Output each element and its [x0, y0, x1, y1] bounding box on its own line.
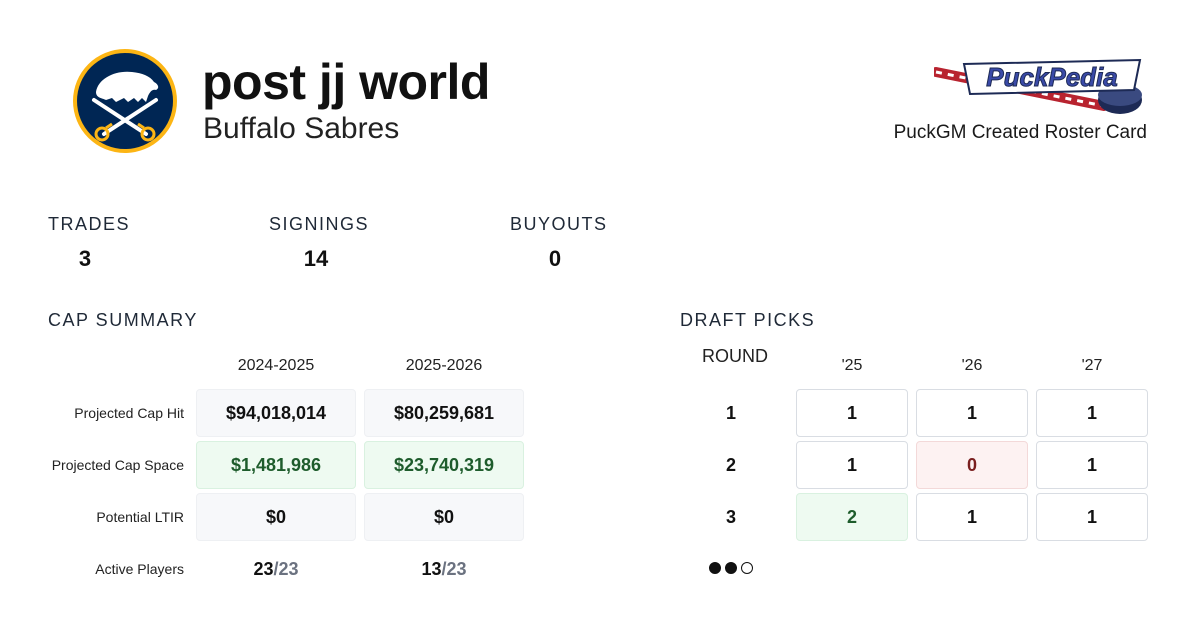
cap-row-label: Projected Cap Hit [74, 405, 184, 421]
active-players-value: 13/23 [364, 558, 524, 580]
roster-card-title: post jj world [202, 54, 490, 110]
pagination-dots-icon[interactable] [709, 562, 753, 574]
round-number: 3 [725, 507, 736, 527]
pick-cell: 0 [916, 441, 1028, 489]
pick-cell: 1 [796, 389, 908, 437]
cap-space-cell: $1,481,986 [196, 441, 356, 489]
season-header: 2025-2026 [405, 357, 483, 374]
page-dot[interactable] [725, 562, 737, 574]
trades-label: TRADES [48, 214, 131, 234]
pick-cell: 2 [796, 493, 908, 541]
cap-hit-cell: $94,018,014 [196, 389, 356, 437]
cap-row-label: Projected Cap Space [51, 457, 184, 473]
buyouts-label: BUYOUTS [510, 214, 608, 234]
draft-year-header: '27 [1081, 357, 1103, 374]
round-number: 1 [725, 403, 736, 423]
pick-cell: 1 [1036, 389, 1148, 437]
draft-year-header: '25 [841, 357, 863, 374]
page-dot[interactable] [741, 562, 753, 574]
player-count: 23 [253, 559, 274, 579]
round-number: 2 [725, 455, 736, 475]
season-header: 2024-2025 [237, 357, 315, 374]
cap-hit-cell: $80,259,681 [364, 389, 524, 437]
svg-text:PuckPedia: PuckPedia [986, 62, 1118, 92]
pick-cell: 1 [1036, 441, 1148, 489]
brand-caption: PuckGM Created Roster Card [893, 122, 1147, 143]
round-header: ROUND [702, 346, 768, 366]
buffalo-sabres-logo-icon [73, 49, 177, 153]
team-name: Buffalo Sabres [203, 112, 400, 145]
pick-cell: 1 [916, 493, 1028, 541]
pick-cell: 1 [916, 389, 1028, 437]
draft-picks-title: DRAFT PICKS [680, 310, 816, 330]
pick-cell: 1 [796, 441, 908, 489]
ltir-cell: $0 [196, 493, 356, 541]
cap-row-label: Potential LTIR [96, 509, 184, 525]
buyouts-value: 0 [548, 246, 562, 271]
cap-summary-title: CAP SUMMARY [48, 310, 198, 330]
signings-value: 14 [303, 246, 329, 271]
player-max: /23 [273, 559, 299, 579]
ltir-cell: $0 [364, 493, 524, 541]
trades-value: 3 [78, 246, 92, 271]
cap-space-cell: $23,740,319 [364, 441, 524, 489]
active-players-value: 23/23 [196, 558, 356, 580]
signings-label: SIGNINGS [269, 214, 370, 234]
draft-year-header: '26 [961, 357, 983, 374]
player-count: 13 [421, 559, 442, 579]
pick-cell: 1 [1036, 493, 1148, 541]
puckpedia-logo-icon: PuckPedia [934, 58, 1142, 114]
active-players-label: Active Players [95, 561, 184, 577]
player-max: /23 [441, 559, 467, 579]
page-dot[interactable] [709, 562, 721, 574]
